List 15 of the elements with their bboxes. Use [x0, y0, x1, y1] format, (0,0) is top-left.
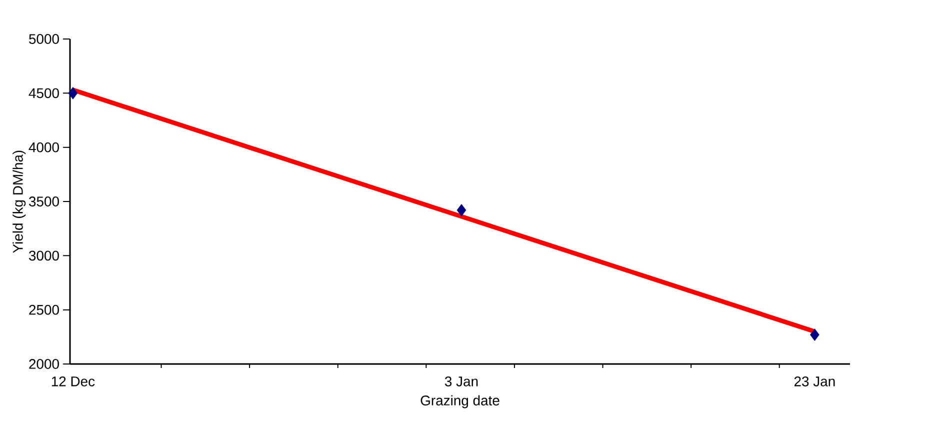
y-axis-title: Yield (kg DM/ha) [12, 150, 26, 253]
point [810, 328, 820, 341]
y-tick-label: 3500 [29, 196, 59, 206]
x-tick-label: 12 Dec [52, 376, 95, 386]
x-tick-label: 23 Jan [794, 376, 835, 386]
y-tick-label: 2000 [29, 359, 59, 369]
y-tick-label: 3000 [29, 250, 59, 261]
point [456, 204, 466, 216]
point [68, 86, 78, 100]
y-tick-label: 4500 [28, 88, 59, 98]
y-tick-label: 5000 [29, 34, 59, 44]
x-tick-label: 3 Jan [444, 376, 478, 386]
y-tick-label: 2500 [29, 304, 59, 315]
x-axis-title: Grazing date [420, 395, 500, 408]
y-tick-label: 4000 [28, 142, 59, 152]
